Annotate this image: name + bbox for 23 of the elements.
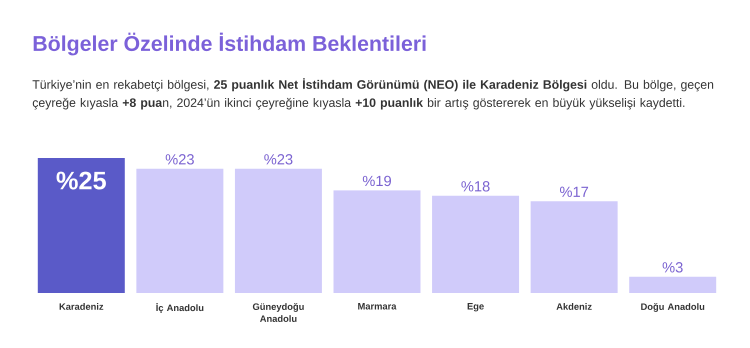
bar — [136, 168, 224, 293]
bar — [629, 276, 716, 293]
data-label: %18 — [461, 181, 490, 192]
bar — [234, 168, 322, 293]
bar — [432, 196, 520, 293]
x-tick-label: İç Anadolu — [156, 303, 204, 313]
data-label: %23 — [264, 154, 292, 165]
x-tick-label: Akdeniz — [556, 303, 592, 310]
x-tick-label: Marmara — [358, 303, 397, 310]
bar — [38, 158, 125, 293]
text: Türkiye’nin en rekabetçi bölgesi, 25 puanlık Net İstihdam Görünümü (NEO) ile Karadeniz Bölgesi oldu. Bu bölge, geçen çeyreğe kıyasla +8 puan, 2024’ün ikinci çeyreğine kıyasla +10 puanlık bir artış göstererek en büyük yükselişi kaydetti. — [32, 78, 714, 110]
data-label: %25 — [56, 172, 106, 190]
data-label: %19 — [362, 176, 391, 186]
x-tick-label: Ege — [468, 303, 484, 312]
chart-title: Bölgeler Özelinde İstihdam Beklentileri — [34, 32, 426, 56]
x-tick-label: Güneydoğu Anadolu — [252, 303, 304, 322]
x-tick-label: Karadeniz — [60, 303, 104, 310]
bar — [334, 190, 420, 293]
x-tick-label: Doğu Anadolu — [641, 303, 704, 312]
data-label: %23 — [166, 154, 194, 165]
data-label: %17 — [560, 186, 588, 197]
data-label: %3 — [662, 262, 683, 273]
bar — [530, 201, 618, 293]
